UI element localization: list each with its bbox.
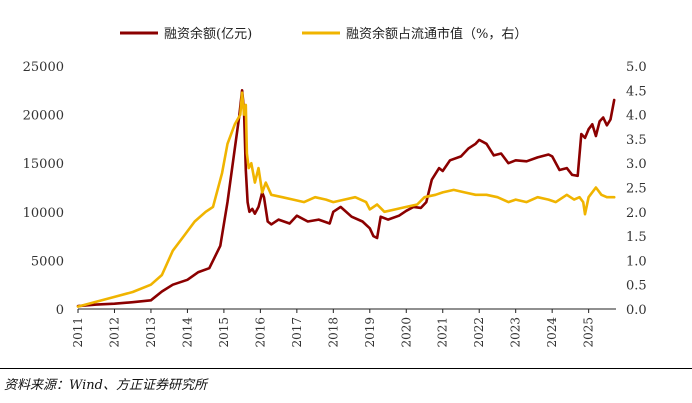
x-tick-label: 2017 (290, 317, 304, 348)
y-right-tick-label: 4.0 (626, 109, 647, 124)
legend-label-1: 融资余额(亿元) (164, 26, 252, 42)
x-tick-label: 2011 (71, 317, 85, 348)
x-tick-label: 2019 (363, 317, 377, 348)
x-tick-label: 2021 (436, 317, 450, 348)
source-note: 资料来源：Wind、方正证券研究所 (4, 378, 207, 393)
dual-axis-line-chart: 融资余额(亿元) 融资余额占流通市值（%，右） 0 5000 10000 15000 20… (23, 26, 647, 348)
axes: 0 5000 10000 15000 20000 25000 0.0 0.5 1.0 1.5 2.0… (23, 60, 647, 348)
y-right-tick-label: 1.5 (626, 230, 647, 245)
x-tick-label: 2016 (253, 317, 267, 348)
y-left-tick-label: 0 (56, 303, 64, 318)
y-right-tick-label: 5.0 (626, 60, 647, 75)
y-left-tick-label: 10000 (23, 206, 64, 221)
x-tick-label: 2023 (509, 317, 523, 348)
y-right-tick-label: 0.0 (626, 303, 647, 318)
y-left-tick-label: 25000 (23, 60, 64, 75)
x-tick-label: 2025 (582, 317, 596, 348)
y-right-tick-label: 0.5 (626, 279, 647, 294)
y-right-tick-label: 1.0 (626, 254, 647, 269)
y-left-tick-label: 15000 (23, 157, 64, 172)
y-right-tick-label: 4.5 (626, 84, 647, 99)
x-tick-label: 2020 (399, 317, 413, 348)
x-tick-label: 2018 (326, 317, 340, 348)
x-tick-label: 2024 (545, 317, 559, 348)
x-tick-label: 2022 (472, 317, 486, 348)
y-left-tick-label: 20000 (23, 109, 64, 124)
legend: 融资余额(亿元) 融资余额占流通市值（%，右） (120, 26, 527, 42)
y-right-tick-label: 3.0 (626, 157, 647, 172)
y-right-tick-label: 3.5 (626, 133, 647, 148)
series-line-2 (76, 91, 616, 308)
y-left-tick-label: 5000 (31, 254, 64, 269)
plot-area (76, 89, 616, 308)
series-line-1 (76, 89, 616, 308)
x-tick-label: 2012 (107, 317, 121, 348)
y-right-tick-label: 2.0 (626, 206, 647, 221)
source-divider (0, 368, 692, 369)
legend-label-2: 融资余额占流通市值（%，右） (346, 26, 527, 42)
x-tick-label: 2013 (144, 317, 158, 348)
y-right-tick-label: 2.5 (626, 182, 647, 197)
x-tick-label: 2015 (217, 317, 231, 348)
x-tick-label: 2014 (180, 317, 194, 348)
